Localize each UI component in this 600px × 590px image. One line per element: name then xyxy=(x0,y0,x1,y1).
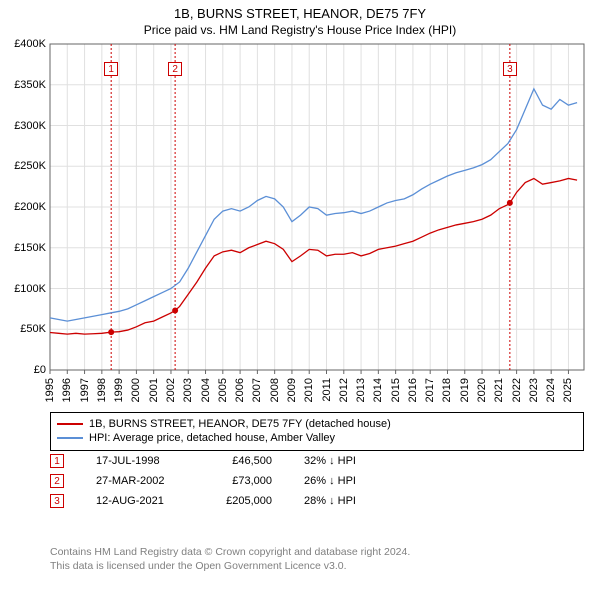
trade-price: £46,500 xyxy=(212,455,272,467)
xtick-label: 2000 xyxy=(130,378,142,402)
legend: 1B, BURNS STREET, HEANOR, DE75 7FY (deta… xyxy=(50,412,584,451)
ytick-label: £300K xyxy=(2,120,46,132)
chart-subtitle: Price paid vs. HM Land Registry's House … xyxy=(0,21,600,41)
xtick-label: 2008 xyxy=(269,378,281,402)
xtick-label: 2003 xyxy=(182,378,194,402)
chart-title: 1B, BURNS STREET, HEANOR, DE75 7FY xyxy=(0,0,600,21)
legend-item-subject: 1B, BURNS STREET, HEANOR, DE75 7FY (deta… xyxy=(57,417,577,431)
xtick-label: 2022 xyxy=(511,378,523,402)
trade-price: £205,000 xyxy=(212,495,272,507)
xtick-label: 1997 xyxy=(79,378,91,402)
xtick-label: 1996 xyxy=(61,378,73,402)
ytick-label: £250K xyxy=(2,160,46,172)
xtick-label: 2014 xyxy=(372,378,384,402)
xtick-label: 1999 xyxy=(113,378,125,402)
ytick-label: £0 xyxy=(2,364,46,376)
trade-price: £73,000 xyxy=(212,475,272,487)
trade-row: 3 12-AUG-2021 £205,000 28% ↓ HPI xyxy=(50,494,384,508)
footer-line2: This data is licensed under the Open Gov… xyxy=(50,560,410,574)
xtick-label: 2019 xyxy=(459,378,471,402)
ytick-label: £200K xyxy=(2,201,46,213)
xtick-label: 1998 xyxy=(96,378,108,402)
ytick-label: £50K xyxy=(2,323,46,335)
xtick-label: 2005 xyxy=(217,378,229,402)
xtick-label: 2011 xyxy=(321,378,333,402)
trade-date: 17-JUL-1998 xyxy=(96,455,180,467)
trade-marker: 2 xyxy=(50,474,64,488)
xtick-label: 2025 xyxy=(562,378,574,402)
trade-marker: 3 xyxy=(50,494,64,508)
xtick-label: 2024 xyxy=(545,378,557,402)
xtick-label: 2020 xyxy=(476,378,488,402)
xtick-label: 2004 xyxy=(200,378,212,402)
trades-table: 1 17-JUL-1998 £46,500 32% ↓ HPI 2 27-MAR-2002… xyxy=(50,454,384,514)
trade-diff: 32% ↓ HPI xyxy=(304,455,384,467)
xtick-label: 2001 xyxy=(148,378,160,402)
legend-swatch-hpi xyxy=(57,437,83,439)
trade-row: 2 27-MAR-2002 £73,000 26% ↓ HPI xyxy=(50,474,384,488)
trade-date: 12-AUG-2021 xyxy=(96,495,180,507)
xtick-label: 2006 xyxy=(234,378,246,402)
ytick-label: £150K xyxy=(2,242,46,254)
trade-date: 27-MAR-2002 xyxy=(96,475,180,487)
xtick-label: 2009 xyxy=(286,378,298,402)
series-line-hpi xyxy=(50,89,577,321)
xtick-label: 2002 xyxy=(165,378,177,402)
xtick-label: 2015 xyxy=(390,378,402,402)
marker-label: 3 xyxy=(503,62,517,76)
xtick-label: 2013 xyxy=(355,378,367,402)
trade-diff: 28% ↓ HPI xyxy=(304,495,384,507)
marker-dot xyxy=(172,308,178,314)
footer-line1: Contains HM Land Registry data © Crown c… xyxy=(50,546,410,560)
legend-label-hpi: HPI: Average price, detached house, Ambe… xyxy=(89,431,335,445)
trade-marker: 1 xyxy=(50,454,64,468)
marker-label: 2 xyxy=(168,62,182,76)
attribution-footer: Contains HM Land Registry data © Crown c… xyxy=(50,546,410,573)
legend-label-subject: 1B, BURNS STREET, HEANOR, DE75 7FY (deta… xyxy=(89,417,391,431)
xtick-label: 2017 xyxy=(424,378,436,402)
chart-plot-area: £0£50K£100K£150K£200K£250K£300K£350K£400… xyxy=(50,44,584,416)
xtick-label: 2023 xyxy=(528,378,540,402)
xtick-label: 2012 xyxy=(338,378,350,402)
marker-dot xyxy=(507,200,513,206)
xtick-label: 2021 xyxy=(493,378,505,402)
xtick-label: 2010 xyxy=(303,378,315,402)
series-line-subject xyxy=(50,178,577,334)
xtick-label: 2007 xyxy=(251,378,263,402)
ytick-label: £100K xyxy=(2,283,46,295)
xtick-label: 2016 xyxy=(407,378,419,402)
marker-label: 1 xyxy=(104,62,118,76)
legend-item-hpi: HPI: Average price, detached house, Ambe… xyxy=(57,431,577,445)
ytick-label: £400K xyxy=(2,38,46,50)
trade-row: 1 17-JUL-1998 £46,500 32% ↓ HPI xyxy=(50,454,384,468)
legend-swatch-subject xyxy=(57,423,83,425)
ytick-label: £350K xyxy=(2,79,46,91)
trade-diff: 26% ↓ HPI xyxy=(304,475,384,487)
marker-dot xyxy=(108,329,114,335)
xtick-label: 2018 xyxy=(441,378,453,402)
xtick-label: 1995 xyxy=(44,378,56,402)
